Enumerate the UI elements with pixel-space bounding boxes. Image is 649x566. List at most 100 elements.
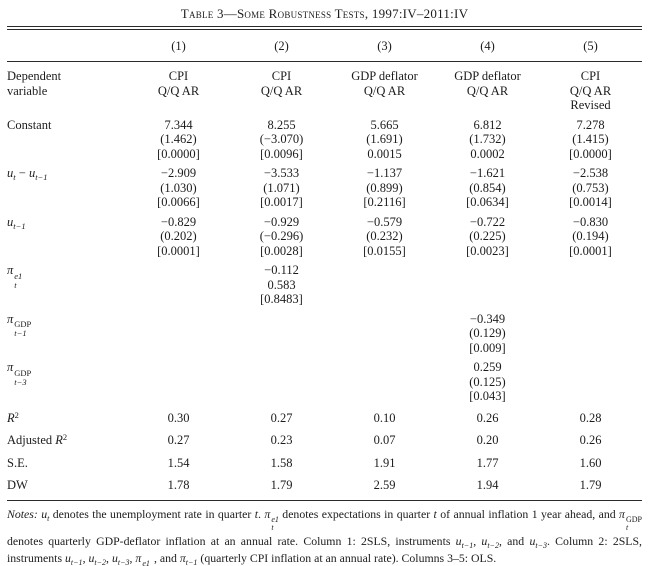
coefficient-cell bbox=[436, 258, 539, 307]
coefficient-cell: −0.112 0.583 [0.8483] bbox=[230, 258, 333, 307]
cell-line: (0.854) bbox=[469, 180, 506, 195]
coefficient-cell: −3.533 (1.071) [0.0017] bbox=[230, 161, 333, 210]
coefficient-cell bbox=[230, 355, 333, 404]
coefficient-cell bbox=[127, 355, 230, 404]
coefficient-cell: −0.579 (0.232) [0.0155] bbox=[333, 210, 436, 259]
coefficient-cell: −0.722 (0.225) [0.0023] bbox=[436, 210, 539, 259]
column-number: (1) bbox=[127, 30, 230, 62]
dependent-variable-cell: CPI Q/Q AR bbox=[230, 62, 333, 113]
row-label: π GDP t−1 bbox=[7, 311, 32, 339]
corner-cell bbox=[7, 30, 127, 62]
cell-line: [0.0028] bbox=[260, 243, 303, 258]
cell-line: (0.202) bbox=[160, 229, 197, 243]
cell-line: −0.829 bbox=[160, 214, 197, 229]
cell-line: 0.259 bbox=[473, 360, 502, 374]
coefficient-cell bbox=[230, 307, 333, 356]
dependent-variable-cell: GDP deflator Q/Q AR bbox=[436, 62, 539, 113]
cell-line: [0.2116] bbox=[363, 195, 406, 209]
cell-line: (0.125) bbox=[469, 374, 506, 389]
summary-cell: 1.54 bbox=[167, 455, 190, 470]
cell-line: −0.722 bbox=[469, 214, 506, 229]
row-label: S.E. bbox=[7, 455, 28, 470]
cell-line: −2.909 bbox=[160, 166, 197, 180]
coefficient-cell: −0.829 (0.202) [0.0001] bbox=[127, 210, 230, 259]
coefficient-row-pi-gdp-lag3: π GDP t−3 0.259 (0.125) [0.043] bbox=[7, 355, 642, 404]
dependent-variable-row: Dependent variable CPI Q/Q AR CPI Q/Q AR GDP d… bbox=[7, 62, 642, 113]
dependent-variable-cell: CPI Q/Q AR Revised bbox=[539, 62, 642, 113]
summary-cell: 1.79 bbox=[579, 478, 602, 492]
cell-line: (0.129) bbox=[469, 326, 506, 340]
cell-line: [0.009] bbox=[469, 340, 506, 355]
top-rule bbox=[7, 26, 642, 30]
cell-line: [0.8483] bbox=[260, 292, 303, 306]
cell-line: −0.579 bbox=[366, 214, 403, 229]
summary-row-r-squared: R2 0.30 0.27 0.10 0.26 0.28 bbox=[7, 404, 642, 430]
cell-line: GDP deflator bbox=[454, 69, 521, 83]
cell-line: (1.691) bbox=[366, 132, 403, 146]
summary-row-adjusted-r-squared: Adjusted R2 0.27 0.23 0.07 0.20 0.26 bbox=[7, 429, 642, 452]
summary-cell: 0.26 bbox=[579, 433, 602, 447]
cell-line: Q/Q AR bbox=[569, 83, 612, 98]
row-label: Adjusted R2 bbox=[7, 432, 68, 447]
cell-line: [0.0023] bbox=[466, 243, 509, 258]
cell-line: [0.0066] bbox=[157, 195, 200, 209]
table-notes: Notes: ut denotes the unemployment rate … bbox=[7, 506, 643, 566]
cell-line: CPI bbox=[271, 69, 292, 83]
coefficient-cell bbox=[127, 307, 230, 356]
row-label: ut − ut−1 bbox=[7, 166, 48, 182]
summary-cell: 2.59 bbox=[373, 478, 396, 492]
cell-line: −0.112 bbox=[264, 263, 299, 277]
summary-cell: 0.07 bbox=[373, 433, 396, 447]
coefficient-cell: 8.255 (−3.070) [0.0096] bbox=[230, 113, 333, 162]
cell-line: (1.071) bbox=[263, 180, 300, 195]
coefficient-cell bbox=[333, 355, 436, 404]
cell-line: [0.0634] bbox=[466, 195, 509, 209]
summary-cell: 1.60 bbox=[579, 455, 602, 470]
coefficient-cell: −1.621 (0.854) [0.0634] bbox=[436, 161, 539, 210]
cell-line: Q/Q AR bbox=[466, 83, 509, 98]
coefficient-row-pi-gdp-lag1: π GDP t−1 −0.349 (0.129) [0.009] bbox=[7, 307, 642, 356]
label-line: variable bbox=[7, 83, 48, 98]
coefficient-cell bbox=[127, 258, 230, 307]
cell-line: [0.0096] bbox=[260, 146, 303, 161]
row-label: DW bbox=[7, 478, 28, 492]
cell-line: 6.812 bbox=[473, 117, 502, 132]
cell-line: [0.0000] bbox=[157, 146, 200, 161]
summary-cell: 0.30 bbox=[167, 410, 190, 425]
cell-line: 7.344 bbox=[164, 117, 193, 132]
cell-line: −2.538 bbox=[572, 166, 609, 180]
coefficient-cell: 5.665 (1.691) 0.0015 bbox=[333, 113, 436, 162]
cell-line: 0.0002 bbox=[470, 146, 505, 161]
cell-line: Q/Q AR bbox=[363, 83, 406, 98]
cell-line: [0.0000] bbox=[569, 146, 612, 161]
coefficient-cell: −0.929 (−0.296) [0.0028] bbox=[230, 210, 333, 259]
cell-line: [0.043] bbox=[469, 389, 506, 403]
summary-cell: 0.27 bbox=[167, 433, 190, 447]
column-number: (4) bbox=[436, 30, 539, 62]
coefficient-cell: −2.909 (1.030) [0.0066] bbox=[127, 161, 230, 210]
coefficient-cell bbox=[539, 258, 642, 307]
cell-line: (0.753) bbox=[572, 180, 609, 195]
label-line: Dependent bbox=[7, 69, 62, 83]
cell-line: GDP deflator bbox=[351, 69, 418, 83]
cell-line: 8.255 bbox=[267, 117, 296, 132]
coefficient-cell: −1.137 (0.899) [0.2116] bbox=[333, 161, 436, 210]
cell-line: (0.225) bbox=[469, 229, 506, 243]
bottom-rule bbox=[7, 499, 642, 501]
coefficient-cell bbox=[333, 258, 436, 307]
cell-line: CPI bbox=[168, 69, 189, 83]
coefficient-cell: −0.349 (0.129) [0.009] bbox=[436, 307, 539, 356]
dependent-variable-cell: CPI Q/Q AR bbox=[127, 62, 230, 113]
summary-cell: 0.10 bbox=[373, 410, 396, 425]
coefficient-cell: 7.344 (1.462) [0.0000] bbox=[127, 113, 230, 162]
summary-cell: 1.91 bbox=[373, 455, 396, 470]
cell-line: 5.665 bbox=[370, 117, 399, 132]
dependent-variable-cell: GDP deflator Q/Q AR bbox=[333, 62, 436, 113]
coefficient-cell: −0.830 (0.194) [0.0001] bbox=[539, 210, 642, 259]
coefficient-row-constant: Constant 7.344 (1.462) [0.0000] 8.255 (−3.070… bbox=[7, 113, 642, 162]
cell-line: −0.830 bbox=[572, 214, 609, 229]
dependent-variable-label: Dependent variable bbox=[7, 62, 127, 113]
cell-line: (1.462) bbox=[160, 132, 197, 146]
summary-cell: 1.77 bbox=[476, 455, 499, 470]
